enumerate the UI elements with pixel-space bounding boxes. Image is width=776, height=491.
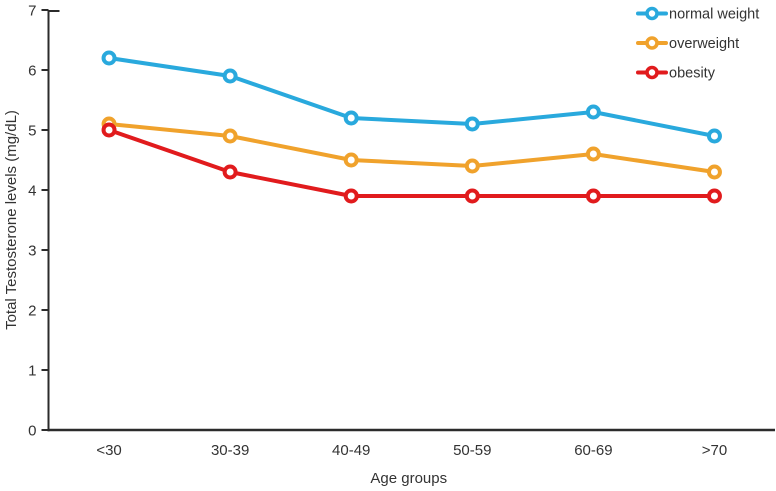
- x-tick-label: <30: [96, 442, 121, 459]
- data-point-obesity-40-49: [343, 188, 359, 204]
- legend-marker-icon: [645, 36, 659, 50]
- data-point-obesity-50-59: [464, 188, 480, 204]
- data-point-obesity-60-69: [585, 188, 601, 204]
- y-tick-label: 7: [28, 3, 36, 20]
- y-tick-label: 0: [28, 423, 36, 440]
- x-tick-label: 30-39: [211, 442, 249, 459]
- data-point-obesity->70: [706, 188, 722, 204]
- legend-item-overweight: overweight: [636, 36, 739, 52]
- data-point-obesity-30-39: [222, 164, 238, 180]
- y-tick-label: 5: [28, 123, 36, 140]
- legend-label: obesity: [669, 66, 716, 82]
- y-axis-title: Total Testosterone levels (mg/dL): [3, 110, 20, 330]
- x-tick-label: 50-59: [453, 442, 491, 459]
- x-tick-label: >70: [702, 442, 727, 459]
- series-line-normal-weight: [107, 56, 717, 138]
- data-point-overweight-40-49: [343, 152, 359, 168]
- series-line-overweight: [107, 122, 717, 174]
- x-tick-label: 60-69: [574, 442, 612, 459]
- data-point-overweight-30-39: [222, 128, 238, 144]
- data-point-normal-weight-40-49: [343, 110, 359, 126]
- legend-marker-icon: [645, 65, 659, 80]
- legend-marker-icon: [645, 6, 659, 21]
- data-point-normal-weight-<30: [101, 50, 117, 66]
- x-tick-label: 40-49: [332, 442, 370, 459]
- y-tick-label: 2: [28, 303, 36, 320]
- data-point-overweight->70: [706, 164, 722, 180]
- data-point-normal-weight-50-59: [464, 116, 480, 132]
- legend-label: overweight: [669, 36, 739, 52]
- data-point-overweight-60-69: [585, 146, 601, 162]
- y-tick-label: 3: [28, 243, 36, 260]
- data-point-normal-weight->70: [706, 128, 722, 144]
- legend-item-obesity: obesity: [636, 65, 716, 82]
- x-axis-title: Age groups: [370, 470, 447, 487]
- data-point-overweight-50-59: [464, 158, 480, 174]
- data-point-normal-weight-60-69: [585, 104, 601, 120]
- data-point-normal-weight-30-39: [222, 68, 238, 84]
- data-point-obesity-<30: [101, 122, 117, 138]
- y-tick-label: 1: [28, 363, 36, 380]
- legend-label: normal weight: [669, 7, 759, 23]
- y-tick-label: 4: [28, 183, 36, 200]
- legend-item-normal-weight: normal weight: [636, 6, 759, 23]
- y-tick-label: 6: [28, 63, 36, 80]
- series-line-obesity: [107, 128, 717, 198]
